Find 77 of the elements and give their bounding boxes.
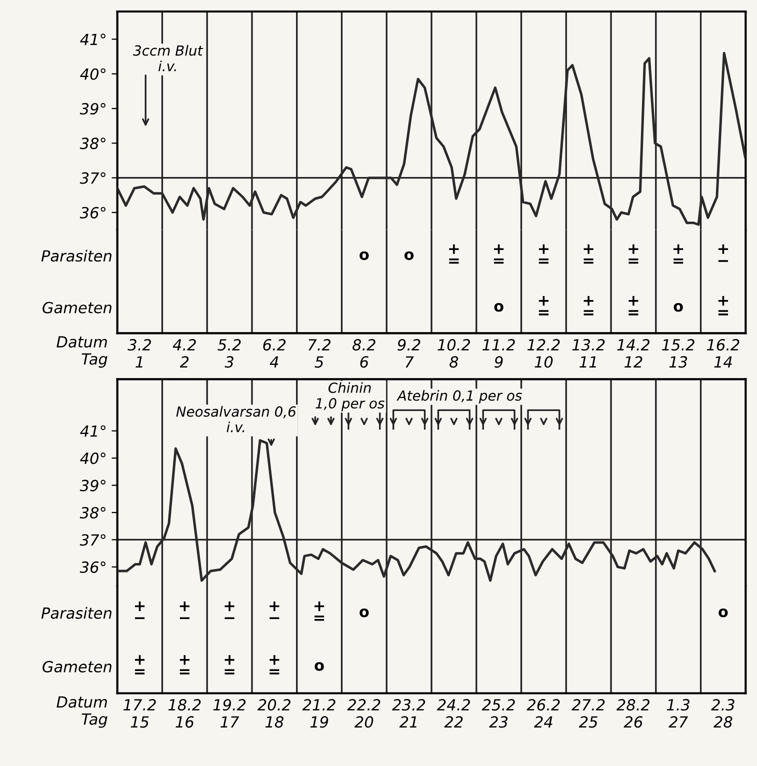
y-tick-label: 40° bbox=[80, 452, 106, 464]
x-tick-label: 16.2 14 bbox=[706, 339, 740, 368]
text: + − bbox=[718, 244, 728, 262]
x-tick-label: 1.3 27 bbox=[666, 699, 690, 728]
x-tick-label: 13.2 11 bbox=[572, 339, 605, 368]
text: + = bbox=[718, 296, 728, 316]
text: + − bbox=[270, 601, 280, 620]
text: + = bbox=[628, 296, 638, 316]
x-tick-label: 10.2 8 bbox=[438, 339, 470, 368]
y-tick-label: 37° bbox=[80, 534, 106, 546]
x-tick-label: 15.2 13 bbox=[662, 339, 694, 368]
text: o bbox=[314, 662, 324, 671]
y-tick-label: 39° bbox=[80, 480, 106, 492]
text: o bbox=[404, 251, 414, 260]
x-tick-label: 8.2 6 bbox=[352, 339, 376, 368]
x-axis-title: Datum Tag bbox=[56, 336, 108, 368]
x-axis-title: Datum Tag bbox=[56, 696, 108, 728]
x-tick-label: 19.2 17 bbox=[213, 699, 246, 728]
x-tick-label: 14.2 12 bbox=[617, 339, 650, 368]
y-tick-label: 41° bbox=[80, 425, 106, 437]
text: + = bbox=[538, 296, 548, 316]
text: o bbox=[360, 608, 369, 618]
text: o bbox=[360, 251, 369, 260]
x-tick-label: 18.2 16 bbox=[168, 699, 201, 728]
text: + = bbox=[494, 244, 504, 264]
text: + = bbox=[584, 296, 594, 316]
text: + = bbox=[449, 244, 459, 264]
x-tick-label: 3.2 1 bbox=[128, 339, 151, 368]
y-tick-label: 38° bbox=[80, 138, 106, 150]
annotation: Neosalvarsan 0,6 i.v. bbox=[176, 406, 296, 432]
text: o bbox=[674, 303, 683, 312]
text: + = bbox=[314, 601, 324, 621]
x-tick-label: 25.2 23 bbox=[482, 699, 515, 728]
text: + − bbox=[224, 601, 234, 620]
y-tick-label: Parasiten bbox=[41, 606, 112, 619]
x-tick-label: 23.2 21 bbox=[392, 699, 426, 728]
x-tick-label: 2.3 28 bbox=[711, 699, 734, 728]
y-tick-label: 40° bbox=[80, 68, 106, 80]
text: o bbox=[494, 303, 504, 312]
text: + = bbox=[538, 244, 548, 264]
x-tick-label: 22.2 20 bbox=[347, 699, 380, 728]
text: + − bbox=[134, 601, 145, 620]
annotation: 3ccm Blut i.v. bbox=[133, 45, 204, 72]
text: + − bbox=[180, 601, 190, 620]
x-tick-label: 27.2 25 bbox=[572, 699, 605, 728]
annotation: Chinin 1,0 per os bbox=[316, 382, 384, 412]
x-tick-label: 4.2 2 bbox=[172, 339, 196, 368]
text: + = bbox=[674, 244, 684, 264]
text: + = bbox=[584, 244, 594, 264]
text: + = bbox=[224, 655, 234, 674]
text: + = bbox=[134, 655, 145, 674]
x-tick-label: 26.2 24 bbox=[526, 699, 560, 728]
text: + = bbox=[180, 655, 190, 674]
x-tick-label: 28.2 26 bbox=[616, 699, 650, 728]
text: o bbox=[718, 608, 728, 618]
x-tick-label: 20.2 18 bbox=[257, 699, 290, 728]
y-tick-label: Parasiten bbox=[41, 250, 112, 262]
text: + = bbox=[628, 244, 638, 264]
y-tick-label: 36° bbox=[80, 206, 106, 218]
y-tick-label: 38° bbox=[80, 506, 106, 519]
x-tick-label: 11.2 9 bbox=[482, 339, 515, 368]
x-tick-label: 5.2 3 bbox=[218, 339, 241, 368]
y-tick-label: 41° bbox=[80, 34, 106, 46]
x-tick-label: 9.2 7 bbox=[398, 339, 420, 368]
annotation: Atebrin 0,1 per os bbox=[396, 390, 522, 404]
y-tick-label: 37° bbox=[80, 172, 106, 184]
x-tick-label: 21.2 19 bbox=[302, 699, 336, 728]
x-tick-label: 12.2 10 bbox=[527, 339, 560, 368]
x-tick-label: 24.2 22 bbox=[436, 699, 470, 728]
y-tick-label: Gameten bbox=[42, 302, 112, 314]
y-tick-label: Gameten bbox=[42, 660, 112, 672]
y-tick-label: 36° bbox=[80, 561, 106, 573]
x-tick-label: 17.2 15 bbox=[124, 699, 156, 728]
x-tick-label: 7.2 5 bbox=[308, 339, 330, 368]
x-tick-label: 6.2 4 bbox=[263, 339, 286, 368]
y-tick-label: 39° bbox=[80, 102, 106, 115]
text: + = bbox=[270, 655, 280, 674]
